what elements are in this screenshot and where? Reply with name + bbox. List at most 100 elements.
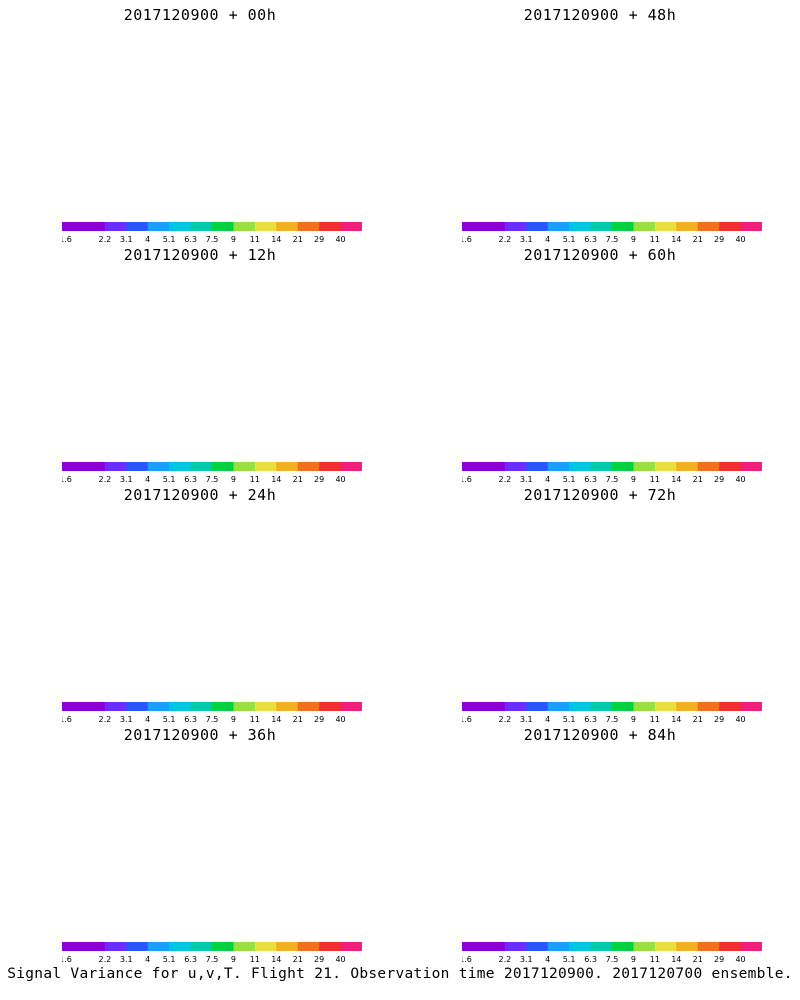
field-contour (130, 823, 192, 885)
field-contour (698, 831, 749, 882)
field-contour (310, 146, 362, 198)
colorbar-label: 2.2 (498, 235, 511, 244)
field-contour (644, 635, 673, 664)
field-contour (586, 763, 638, 815)
field-contour (137, 379, 163, 405)
field-contour (309, 340, 380, 414)
colorbar-label: 6.3 (184, 475, 197, 484)
field-contour (689, 773, 717, 801)
field-contour (700, 559, 722, 581)
field-contour (514, 354, 565, 405)
field-contour (69, 849, 167, 918)
field-contour (508, 506, 596, 574)
field-contour (434, 51, 463, 80)
field-contour (203, 105, 217, 119)
field-contour (518, 558, 544, 584)
panel-title: 2017120900 + 48h (523, 6, 677, 24)
colorbar-swatch (254, 462, 277, 471)
graticule-meridian (350, 266, 380, 363)
colorbar-swatch (83, 222, 106, 231)
colorbar-swatch (612, 942, 634, 951)
field-contour (145, 599, 186, 640)
field-contour (41, 97, 70, 126)
colorbar-label: 6.3 (184, 235, 197, 244)
field-contour (722, 292, 738, 308)
field-contour (525, 789, 625, 889)
field-contour (678, 612, 762, 678)
field-contour (260, 128, 291, 159)
colorbar-swatch (319, 942, 342, 951)
variance-map (420, 746, 780, 918)
field-contour (147, 540, 176, 569)
field-contour (189, 46, 231, 88)
field-contour (488, 827, 531, 870)
field-contour (473, 594, 490, 611)
field-contour (538, 26, 600, 86)
field-contour (482, 821, 538, 877)
colorbar-label: 4 (545, 235, 550, 244)
field-contour (426, 626, 467, 667)
field-contour (555, 374, 587, 406)
colorbar-label: 7.5 (606, 235, 619, 244)
field-contour (696, 630, 744, 678)
field-contour (688, 279, 720, 311)
field-contour (451, 623, 471, 643)
field-contour (420, 293, 515, 388)
colorbar-label: 11 (250, 955, 260, 964)
field-contour (28, 862, 106, 918)
field-contour (475, 640, 485, 650)
field-contour (434, 266, 487, 319)
missing-data-patch (45, 324, 135, 348)
field-contour (325, 334, 378, 387)
field-contour (223, 266, 323, 364)
colorbar-label: 40 (735, 715, 745, 724)
colorbar-label: 6.3 (584, 475, 597, 484)
field-contour (442, 267, 491, 316)
field-contour (529, 829, 573, 873)
field-contour (656, 627, 698, 669)
panel-title: 2017120900 + 60h (523, 246, 677, 264)
field-contour (543, 294, 598, 349)
variance-map (20, 266, 380, 438)
field-contour (734, 45, 752, 63)
field-contour (637, 362, 688, 413)
field-contour (333, 364, 359, 390)
field-contour (644, 535, 657, 548)
colorbar-swatch (590, 222, 613, 231)
field-contour (458, 55, 504, 101)
field-contour (678, 270, 729, 321)
field-contour (158, 266, 234, 340)
field-contour (420, 26, 490, 107)
field-contour (38, 802, 79, 843)
field-contour (523, 563, 539, 579)
field-contour (713, 845, 736, 868)
field-contour (298, 561, 343, 606)
field-contour (215, 415, 227, 427)
colorbar-label: 14 (271, 715, 281, 724)
field-contour (326, 876, 364, 914)
field-contour (334, 411, 357, 434)
field-contour (84, 540, 108, 564)
field-contour (514, 853, 556, 895)
field-contour (528, 368, 551, 391)
field-contour (63, 800, 130, 867)
field-contour (148, 840, 175, 867)
colorbar-swatch (169, 942, 192, 951)
field-contour (692, 144, 729, 181)
field-contour (150, 61, 190, 101)
colorbar-swatch (297, 702, 320, 711)
field-contour (513, 95, 549, 131)
colorbar-swatch (612, 462, 634, 471)
field-contour (656, 340, 678, 362)
field-contour (523, 34, 616, 127)
field-contour (311, 298, 354, 341)
field-contour (518, 509, 622, 613)
graticule-meridian (303, 746, 363, 883)
field-contour (204, 266, 281, 315)
field-contour (628, 568, 706, 646)
graticule-parallel (20, 768, 380, 851)
field-contour (150, 60, 204, 114)
field-contour (239, 26, 298, 81)
colorbar-label: 11 (250, 235, 260, 244)
field-contour (533, 543, 552, 562)
